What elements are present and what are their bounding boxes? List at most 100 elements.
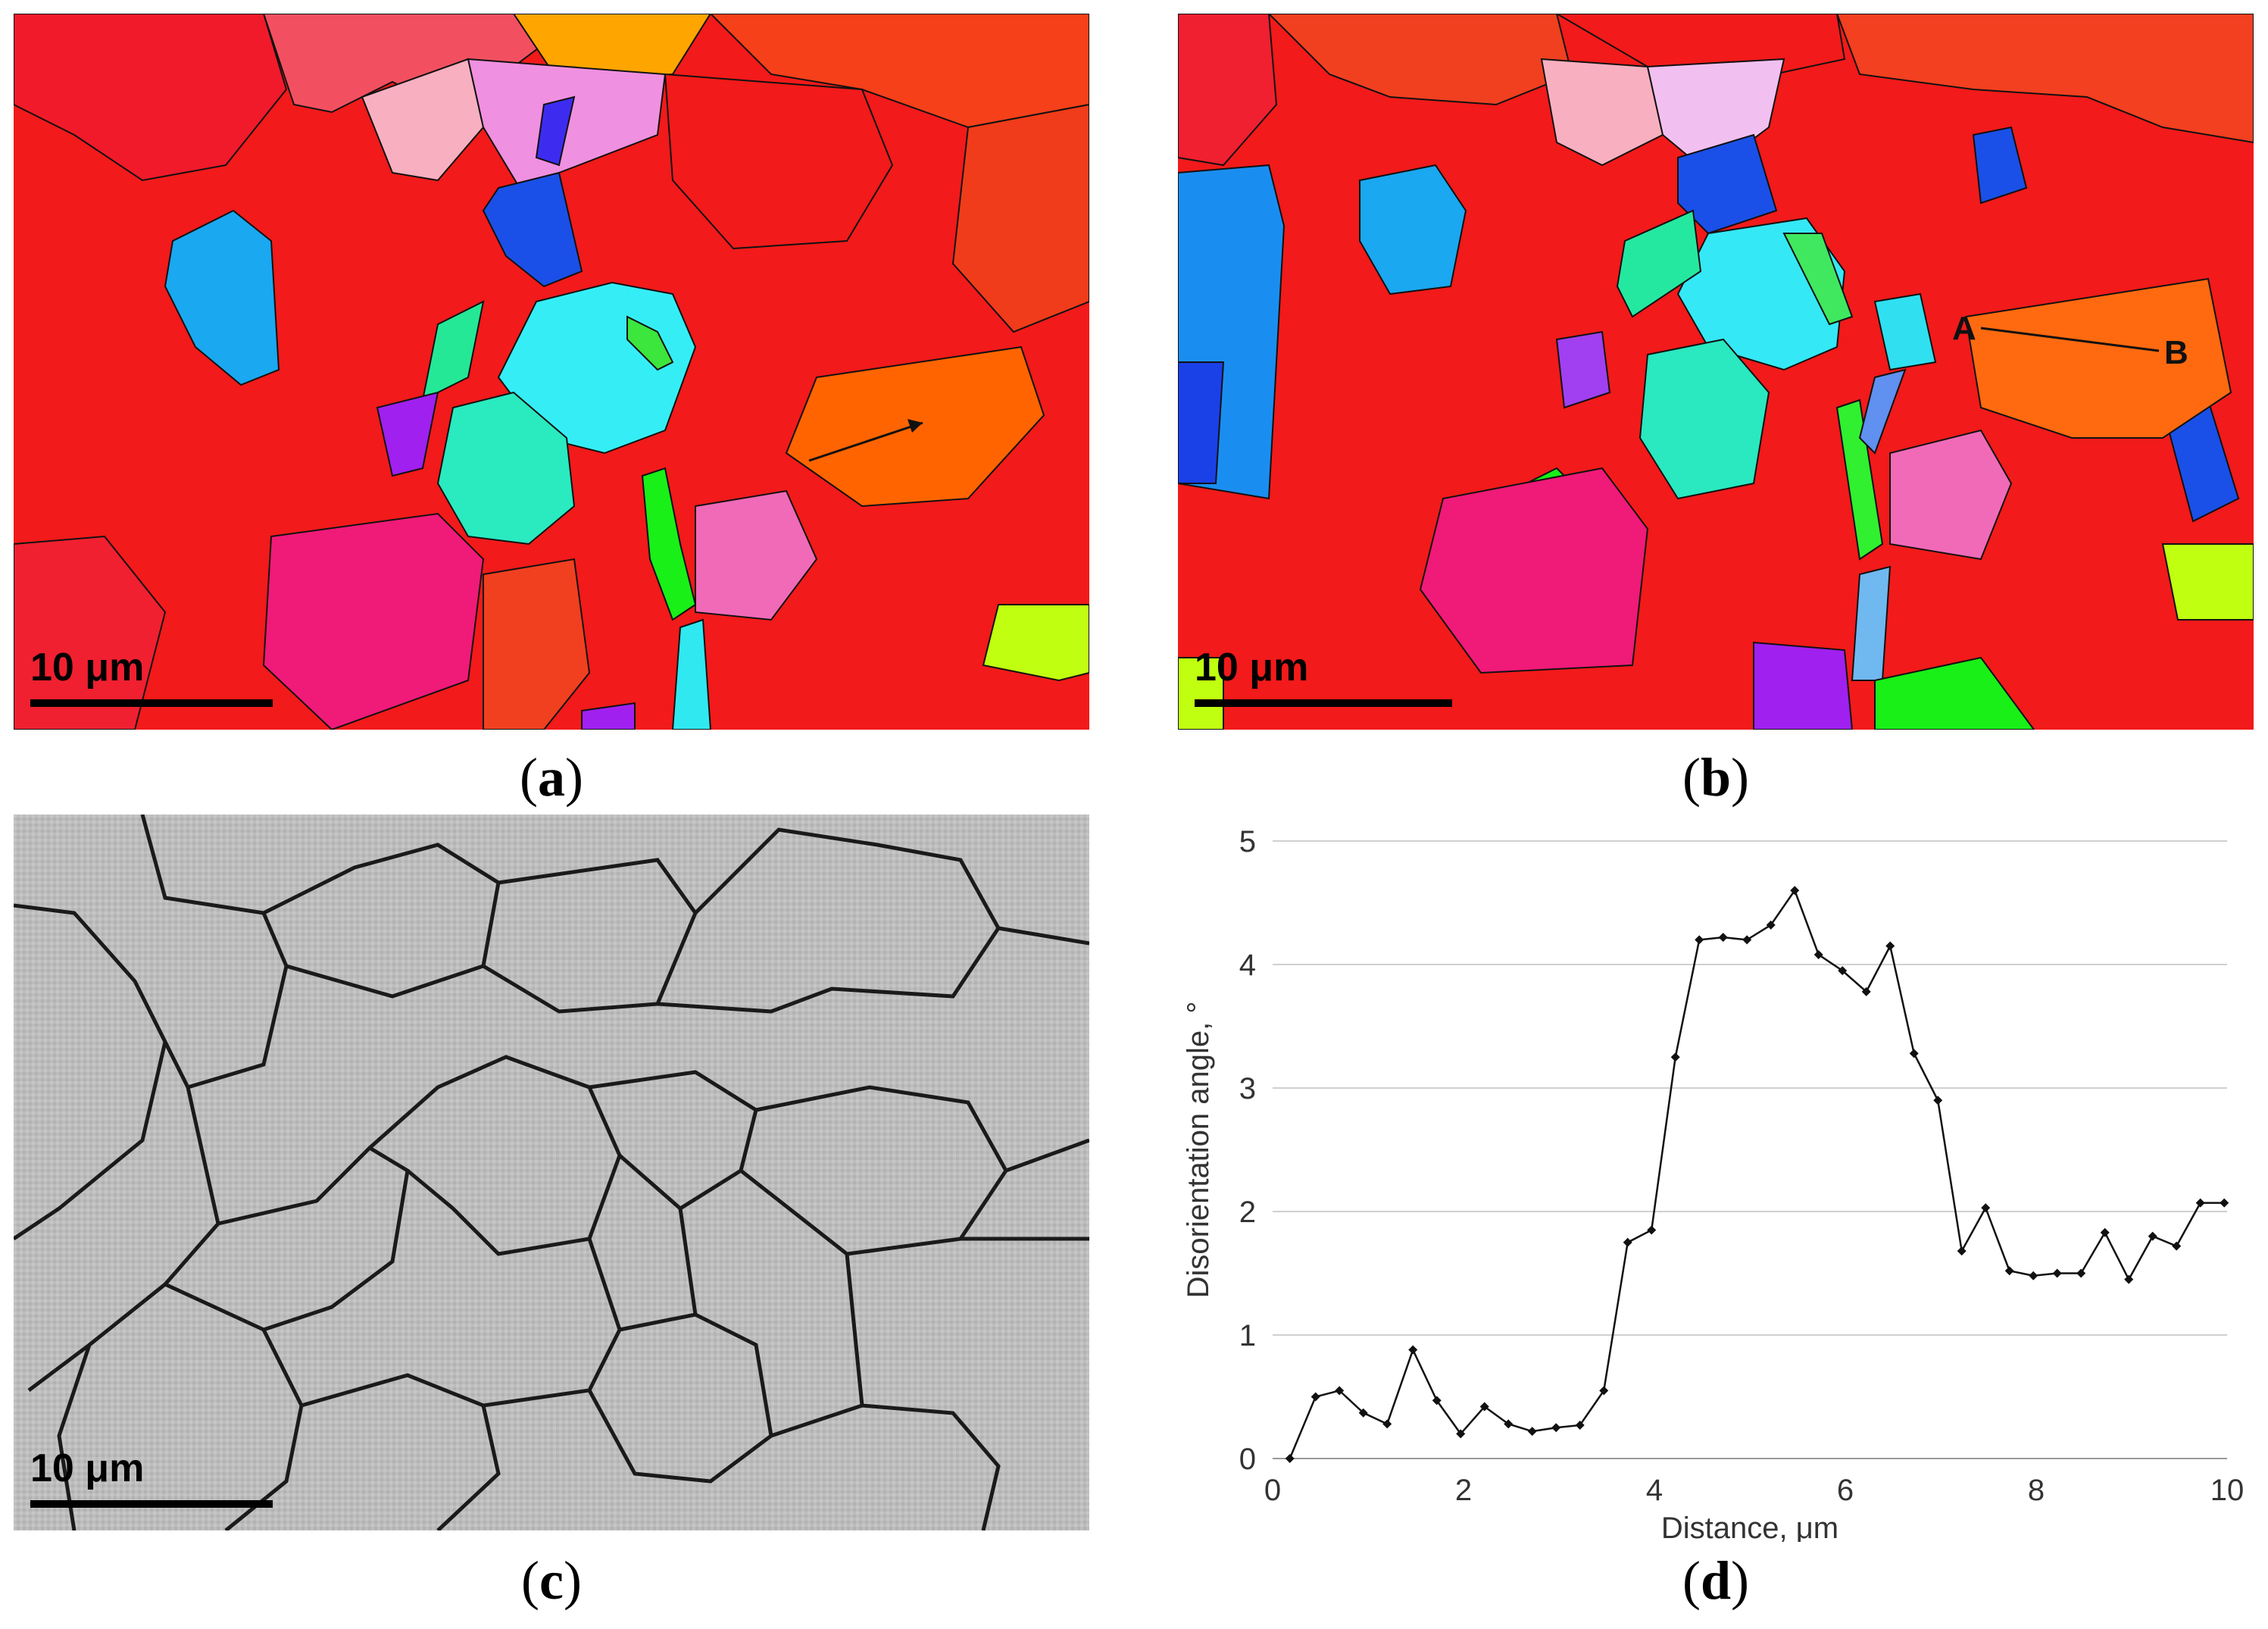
grain-pink	[262, 512, 485, 730]
grain-teal	[1616, 209, 1702, 318]
scale-bar	[30, 699, 273, 707]
data-point	[1504, 1419, 1514, 1429]
grain	[1267, 14, 1573, 106]
data-points	[1285, 886, 2229, 1463]
grain	[664, 73, 894, 250]
caption-b: (b)	[1682, 747, 1749, 808]
grain-lime	[2161, 543, 2254, 621]
point-a-label: A	[1952, 310, 1976, 347]
y-tick-label: 1	[1239, 1319, 1256, 1352]
y-axis-label: Disorientation angle, °	[1182, 1002, 1215, 1299]
scale-bar	[1195, 699, 1452, 707]
y-tick-label: 2	[1239, 1196, 1256, 1229]
grain-blue	[535, 95, 576, 167]
scale-bar-label: 10 μm	[30, 1446, 144, 1490]
x-tick-label: 0	[1264, 1474, 1281, 1507]
data-point	[1551, 1423, 1561, 1433]
x-tick-label: 8	[2028, 1474, 2045, 1507]
tick-labels: 0 1 2 3 4 5 0 2 4 6 8 10	[1239, 825, 2245, 1507]
data-point	[1285, 1454, 1295, 1463]
caption-d: (d)	[1682, 1550, 1749, 1611]
panel-a-image: 10 μm	[14, 14, 1089, 730]
grain-boundaries	[14, 814, 1089, 1531]
data-point	[2004, 1266, 2014, 1276]
grain-teal	[1639, 338, 1770, 500]
grain-purple	[376, 391, 439, 477]
data-point	[2195, 1198, 2205, 1208]
caption-c: (c)	[521, 1550, 582, 1611]
y-tick-label: 3	[1239, 1072, 1256, 1105]
data-point	[1838, 966, 1848, 976]
data-point	[2100, 1227, 2110, 1237]
grain-green	[1782, 233, 1854, 326]
data-point	[1766, 920, 1776, 930]
data-point	[1599, 1386, 1609, 1396]
grain-blue	[1677, 133, 1778, 235]
scale-bar	[30, 1500, 273, 1508]
grayscale-background	[14, 814, 1089, 1531]
data-point	[1813, 949, 1823, 959]
grain-blue	[1858, 368, 1907, 455]
data-point	[1479, 1402, 1489, 1412]
data-point	[2029, 1271, 2038, 1280]
data-point	[1311, 1392, 1320, 1402]
data-point	[1909, 1049, 1919, 1058]
x-tick-label: 6	[1837, 1474, 1854, 1507]
arrow-head	[908, 419, 923, 433]
scale-bar-label: 10 μm	[1195, 646, 1308, 689]
caption-a-letter: a	[538, 747, 565, 808]
grain-lime	[1178, 657, 1224, 730]
caption-c-letter: c	[539, 1550, 564, 1611]
data-point	[1456, 1429, 1466, 1439]
data-point	[2076, 1268, 2086, 1278]
data-point	[1885, 941, 1895, 951]
grain-purple	[1753, 641, 1854, 730]
grain-blue	[164, 209, 280, 386]
grain-teal	[421, 300, 485, 402]
data-point	[1527, 1427, 1537, 1437]
data-point	[1335, 1386, 1345, 1396]
data-point	[1861, 986, 1871, 996]
data-point	[1408, 1345, 1418, 1355]
caption-d-letter: d	[1700, 1550, 1732, 1611]
data-point	[2124, 1274, 2134, 1284]
y-tick-label: 4	[1239, 949, 1256, 982]
data-point	[1670, 1052, 1680, 1062]
y-tick-label: 5	[1239, 825, 1256, 858]
data-point	[1623, 1237, 1632, 1247]
grain-teal	[436, 391, 576, 546]
data-point	[1933, 1096, 1943, 1105]
grain	[1835, 14, 2254, 144]
panel-d-chart: 0 1 2 3 4 5 0 2 4 6 8 10 Distance, μm Disorientatio…	[1167, 814, 2257, 1545]
x-tick-label: 2	[1455, 1474, 1472, 1507]
data-point	[2148, 1231, 2157, 1241]
panel-b-image: A B 10 μm	[1178, 14, 2254, 730]
grain-pink	[1889, 429, 2013, 561]
grain-pink	[1419, 467, 1649, 674]
data-point	[1718, 933, 1728, 943]
arrow-line	[808, 421, 923, 462]
grain	[951, 103, 1089, 333]
profile-line-ab	[1980, 327, 2160, 352]
grain-green	[1835, 399, 1884, 561]
grain-green	[626, 315, 674, 371]
data-point	[1981, 1203, 1991, 1213]
grain	[1540, 58, 1664, 167]
x-tick-label: 10	[2210, 1474, 2245, 1507]
data-point	[1382, 1419, 1392, 1429]
grain	[361, 58, 485, 182]
grain	[483, 558, 591, 730]
panel-c-image: 10 μm	[14, 814, 1089, 1531]
grain-lime	[982, 604, 1089, 682]
data-point	[2172, 1241, 2182, 1251]
data-point	[1358, 1408, 1368, 1418]
data-point	[1957, 1246, 1967, 1256]
data-point	[1695, 935, 1704, 945]
data-point	[2052, 1268, 2062, 1278]
series-line	[1289, 888, 2225, 1459]
y-tick-label: 0	[1239, 1443, 1256, 1476]
grain-green	[1874, 656, 2035, 730]
grain-orange	[1964, 277, 2232, 439]
grain-cyan	[671, 618, 712, 730]
caption-b-letter: b	[1700, 747, 1732, 808]
